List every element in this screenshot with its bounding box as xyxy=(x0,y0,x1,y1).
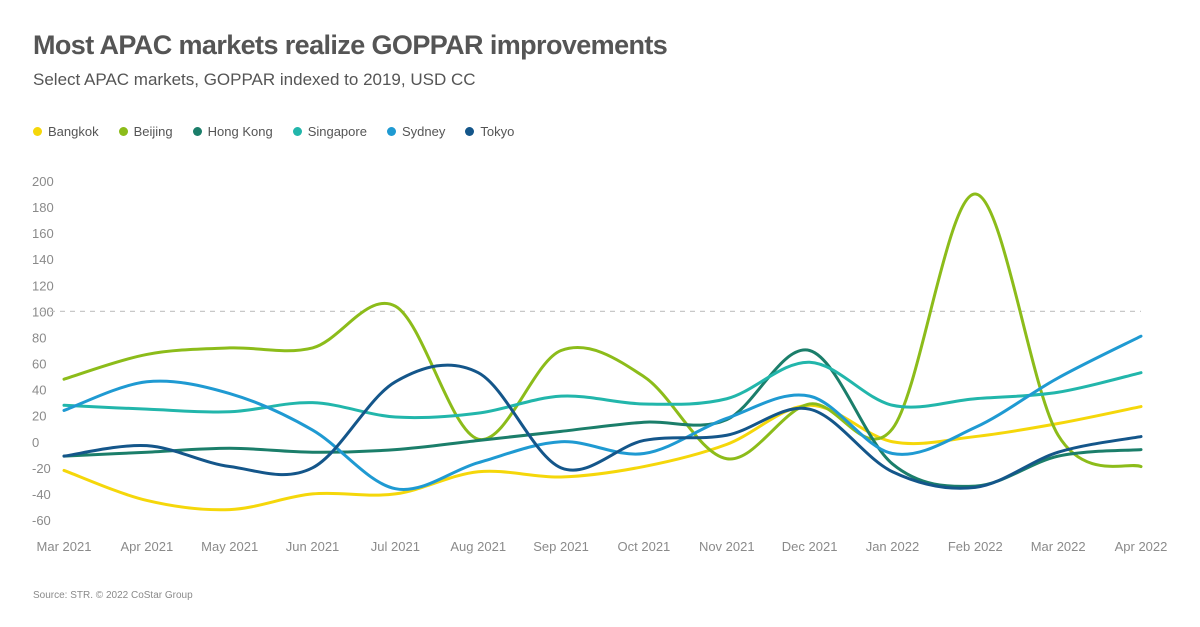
x-tick-label: Jan 2022 xyxy=(866,539,920,554)
y-tick-label: -20 xyxy=(32,461,51,476)
legend-swatch-beijing xyxy=(118,127,128,136)
y-tick-label: -40 xyxy=(32,487,51,502)
y-tick-label: 120 xyxy=(32,278,54,293)
legend-label-beijing: Beijing xyxy=(133,124,173,139)
x-tick-label: Dec 2021 xyxy=(782,539,838,554)
legend-label-sydney: Sydney xyxy=(401,124,446,139)
chart-title: Most APAC markets realize GOPPAR improve… xyxy=(33,30,668,60)
x-tick-label: Feb 2022 xyxy=(948,539,1003,554)
y-tick-label: 80 xyxy=(32,330,46,345)
legend-item-sydney: Sydney xyxy=(386,124,446,139)
x-tick-label: May 2021 xyxy=(201,539,258,554)
y-tick-label: 140 xyxy=(32,252,54,267)
legend-swatch-hong-kong xyxy=(192,127,202,136)
x-tick-label: Jun 2021 xyxy=(286,539,340,554)
series-line-tokyo xyxy=(62,363,1143,490)
x-tick-label: Mar 2021 xyxy=(37,539,92,554)
legend-swatch-sydney xyxy=(386,127,396,136)
legend-item-beijing: Beijing xyxy=(118,124,173,139)
x-tick-label: Nov 2021 xyxy=(699,539,755,554)
legend-swatch-singapore xyxy=(292,127,302,136)
y-tick-label: 200 xyxy=(32,174,54,189)
x-tick-label: Oct 2021 xyxy=(618,539,671,554)
legend-label-bangkok: Bangkok xyxy=(48,124,99,139)
y-tick-label: -60 xyxy=(32,513,51,528)
legend-item-singapore: Singapore xyxy=(292,124,367,139)
y-tick-label: 180 xyxy=(32,200,54,215)
legend-label-singapore: Singapore xyxy=(307,124,367,139)
x-tick-label: Apr 2022 xyxy=(1115,539,1168,554)
legend: Bangkok Beijing Hong Kong Singapore Sydn… xyxy=(33,124,514,139)
chart-subtitle: Select APAC markets, GOPPAR indexed to 2… xyxy=(33,70,476,89)
series-line-bangkok xyxy=(62,403,1143,512)
y-tick-label: 40 xyxy=(32,383,46,398)
legend-swatch-bangkok xyxy=(33,127,42,136)
legend-label-tokyo: Tokyo xyxy=(480,124,515,139)
legend-swatch-tokyo xyxy=(465,127,475,136)
y-tick-label: 20 xyxy=(32,409,46,424)
series-line-hong-kong xyxy=(62,348,1143,488)
series-line-beijing xyxy=(62,192,1143,469)
legend-item-tokyo: Tokyo xyxy=(465,124,514,139)
series-line-singapore xyxy=(62,360,1143,420)
legend-label-hong-kong: Hong Kong xyxy=(207,124,273,139)
source-note: Source: STR. © 2022 CoStar Group xyxy=(33,590,193,601)
x-tick-label: Apr 2021 xyxy=(120,539,173,554)
y-tick-label: 60 xyxy=(32,357,46,372)
series-line-sydney xyxy=(62,334,1143,492)
y-tick-label: 0 xyxy=(32,435,39,450)
x-tick-label: Aug 2021 xyxy=(450,539,506,554)
y-tick-label: 160 xyxy=(32,226,54,241)
legend-item-hong-kong: Hong Kong xyxy=(192,124,273,139)
x-tick-label: Mar 2022 xyxy=(1031,539,1086,554)
x-tick-label: Jul 2021 xyxy=(371,539,420,554)
x-tick-label: Sep 2021 xyxy=(533,539,589,554)
legend-item-bangkok: Bangkok xyxy=(33,124,99,139)
